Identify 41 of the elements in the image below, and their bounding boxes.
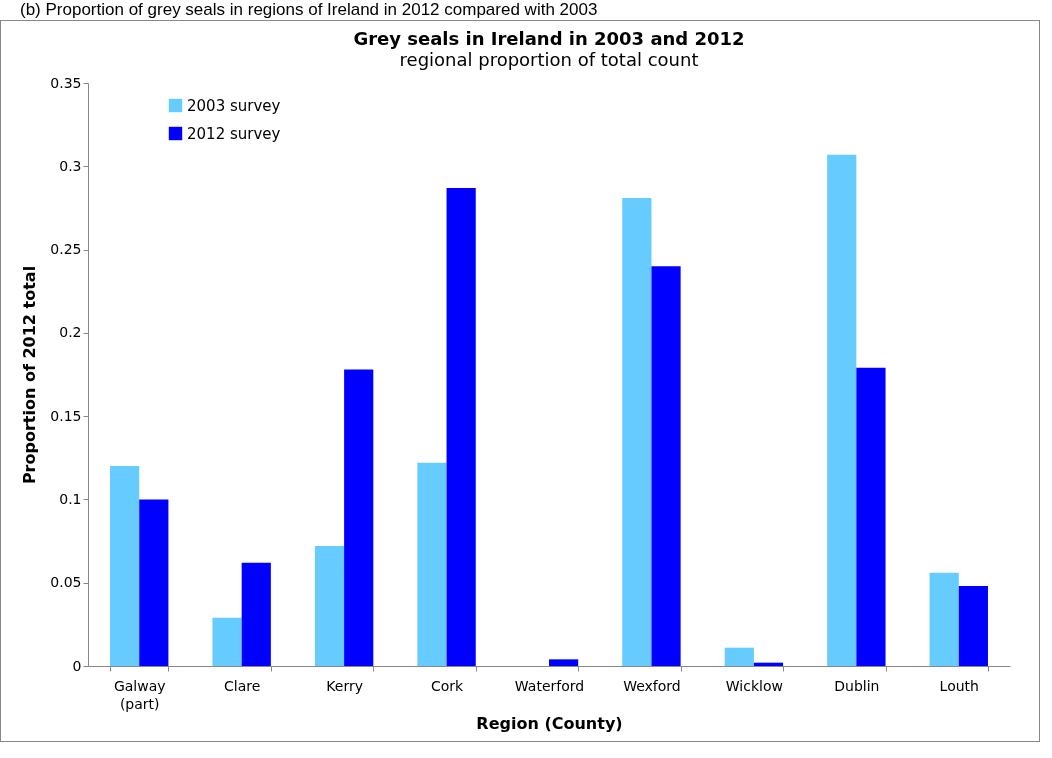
text: (b) Proportion of grey seals in regions of Ireland in 2012 compared with 2003: [20, 0, 599, 20]
y-tick-label: 0.25: [50, 241, 82, 258]
bar: [241, 562, 271, 666]
bar: [212, 617, 242, 666]
y-tick-label: 0.35: [50, 74, 82, 91]
y-tick-label: 0.2: [59, 324, 82, 341]
bar: [753, 662, 784, 666]
x-tick-label: Dublin: [834, 677, 880, 694]
y-tick-label: 0: [72, 657, 82, 674]
y-tick-label: 0.1: [59, 490, 82, 507]
bar: [724, 647, 754, 666]
x-tick-label: Galway (part): [113, 677, 166, 712]
bar: [314, 546, 345, 666]
bar: [446, 187, 476, 666]
y-tick-label: 0.15: [50, 407, 82, 424]
bar: [827, 154, 857, 666]
bar: [929, 572, 959, 666]
bar: [622, 197, 652, 666]
y-tick-label: 0.3: [59, 157, 82, 174]
x-tick-label: Louth: [939, 677, 979, 694]
bar: [856, 367, 886, 666]
x-tick-label: Clare: [224, 677, 261, 694]
bar: [110, 466, 140, 666]
legend-label: 2012 survey: [187, 124, 281, 143]
x-tick-label: Wicklow: [725, 677, 783, 694]
x-tick-label: Cork: [430, 677, 465, 694]
chart-subtitle: regional proportion of total count: [399, 49, 699, 70]
bar: [139, 499, 169, 666]
x-axis-title: Region (County): [476, 713, 623, 733]
bar: [651, 266, 681, 666]
x-tick-label: Wexford: [623, 677, 681, 694]
x-tick-label: Kerry: [326, 677, 363, 694]
y-tick-label: 0.05: [50, 574, 82, 591]
bar: [344, 369, 374, 666]
y-axis-title: Proportion of 2012 total: [20, 265, 40, 485]
bar: [958, 586, 988, 666]
x-tick-label: Waterford: [514, 677, 585, 694]
legend-label: 2003 survey: [187, 96, 281, 115]
bar: [417, 462, 447, 666]
bar: [549, 659, 579, 666]
chart-title: Grey seals in Ireland in 2003 and 2012: [353, 28, 745, 49]
